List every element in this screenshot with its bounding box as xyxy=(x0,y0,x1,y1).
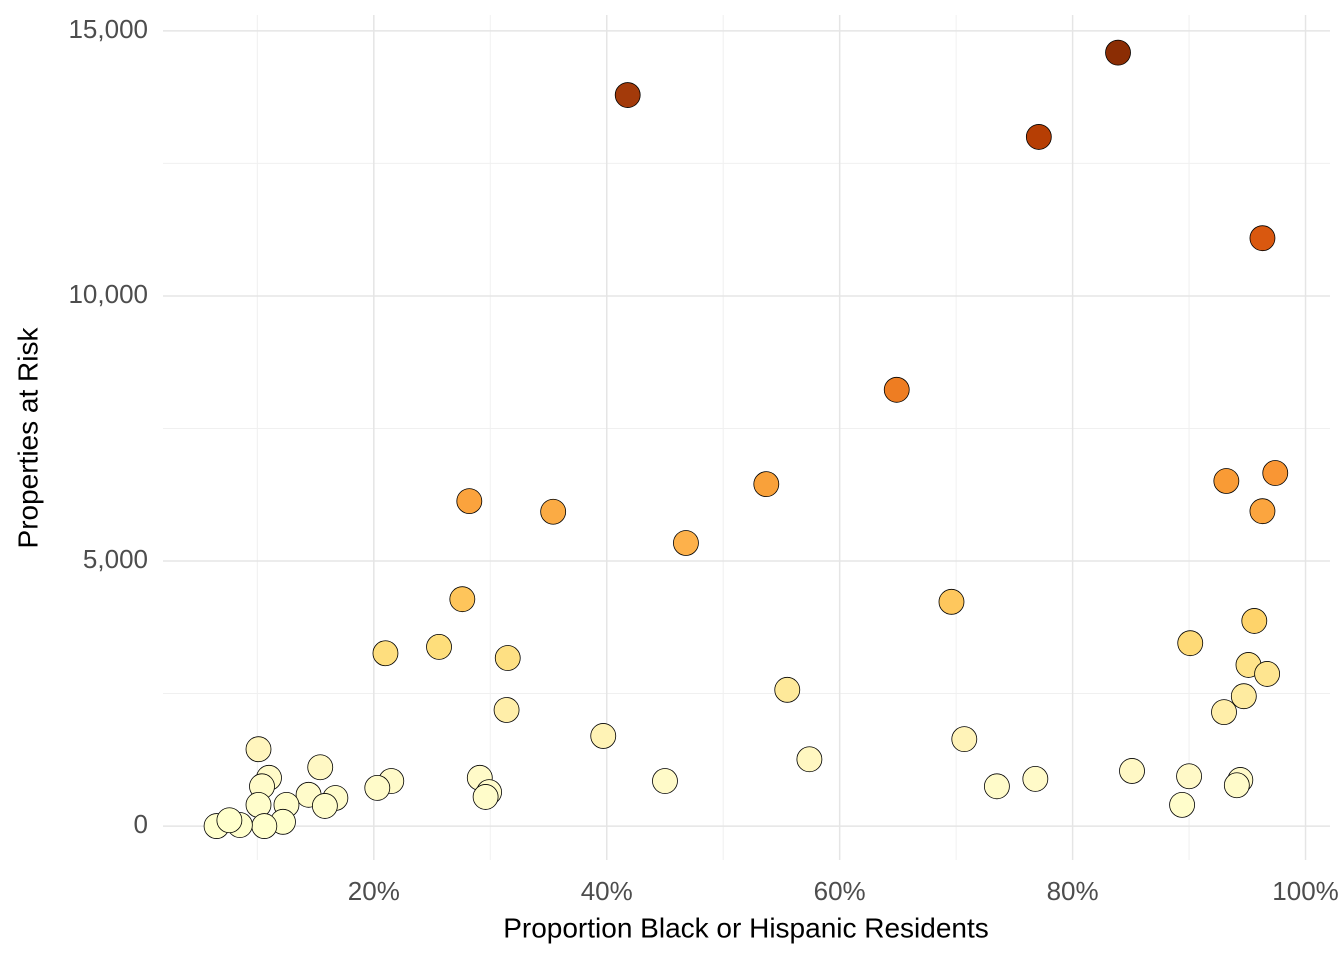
point xyxy=(456,488,483,515)
x-tick-label: 60% xyxy=(814,876,866,906)
x-tick-label: 80% xyxy=(1047,876,1099,906)
point xyxy=(951,726,978,753)
point xyxy=(426,633,452,660)
y-tick-label: 15,000 xyxy=(68,14,148,44)
x-axis-title: Proportion Black or Hispanic Residents xyxy=(503,912,989,943)
x-tick-label: 100% xyxy=(1272,876,1339,906)
point xyxy=(449,586,476,613)
point xyxy=(1211,699,1237,725)
point xyxy=(472,784,499,810)
point xyxy=(1022,765,1049,792)
point xyxy=(1169,791,1195,818)
point xyxy=(938,588,965,615)
point xyxy=(774,676,801,703)
point xyxy=(1119,758,1145,784)
y-tick-label: 10,000 xyxy=(68,279,148,309)
y-tick-label: 0 xyxy=(134,809,148,839)
y-axis-title: Properties at Risk xyxy=(12,327,43,549)
point xyxy=(251,813,278,839)
point xyxy=(1254,661,1281,687)
x-tick-label: 40% xyxy=(581,876,633,906)
point xyxy=(590,723,617,749)
point xyxy=(753,471,780,498)
point xyxy=(245,736,272,763)
point xyxy=(493,697,520,723)
point xyxy=(652,768,678,794)
point xyxy=(883,376,910,403)
point xyxy=(1241,608,1268,634)
point xyxy=(494,645,521,671)
point xyxy=(307,754,334,781)
point xyxy=(1025,124,1052,150)
point xyxy=(614,82,641,108)
point xyxy=(796,746,823,773)
point xyxy=(364,775,391,801)
point xyxy=(1176,763,1202,790)
point xyxy=(540,498,567,525)
point xyxy=(1262,460,1289,486)
point xyxy=(1223,772,1250,799)
point xyxy=(372,640,399,667)
point xyxy=(984,773,1010,800)
point xyxy=(216,807,243,834)
x-tick-label: 20% xyxy=(348,876,400,906)
y-tick-label: 5,000 xyxy=(83,544,148,574)
point xyxy=(1213,468,1240,494)
point xyxy=(1249,225,1276,252)
point xyxy=(1230,683,1257,710)
point xyxy=(1249,498,1276,525)
point xyxy=(311,793,338,819)
point xyxy=(1105,39,1131,66)
point xyxy=(1177,630,1204,657)
point xyxy=(673,530,699,556)
